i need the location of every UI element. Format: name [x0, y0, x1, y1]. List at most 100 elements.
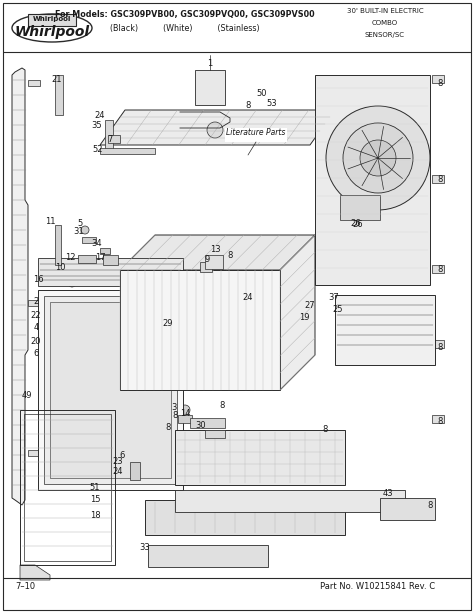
Text: 33: 33: [140, 544, 150, 552]
Bar: [28, 80, 40, 86]
Text: Literature Parts: Literature Parts: [226, 128, 286, 137]
Circle shape: [167, 265, 173, 271]
Text: 10: 10: [55, 264, 65, 273]
Polygon shape: [20, 565, 50, 580]
Circle shape: [81, 226, 89, 234]
Text: 8: 8: [173, 411, 178, 419]
Circle shape: [38, 324, 46, 332]
Circle shape: [196, 552, 204, 560]
Circle shape: [44, 342, 52, 350]
Text: 5: 5: [77, 219, 82, 229]
Bar: [100, 248, 110, 254]
Circle shape: [207, 122, 223, 138]
Bar: [205, 430, 225, 438]
Text: 2: 2: [33, 297, 38, 306]
Bar: [335, 295, 435, 365]
Text: 8: 8: [165, 422, 171, 432]
Text: 43: 43: [383, 490, 393, 498]
Text: 16: 16: [33, 275, 43, 284]
Circle shape: [172, 270, 178, 276]
Bar: [20, 410, 115, 565]
Circle shape: [140, 463, 150, 473]
Circle shape: [38, 351, 46, 357]
Bar: [108, 135, 120, 143]
Bar: [432, 75, 444, 83]
Bar: [28, 300, 40, 306]
Circle shape: [44, 301, 52, 309]
Circle shape: [38, 311, 46, 319]
Bar: [432, 175, 444, 183]
Text: 22: 22: [31, 311, 41, 319]
Text: 31: 31: [73, 227, 84, 237]
Text: 11: 11: [45, 218, 55, 226]
Text: 53: 53: [267, 99, 277, 107]
Bar: [28, 450, 40, 456]
Bar: [175, 490, 405, 512]
Text: 7: 7: [107, 135, 113, 145]
Bar: [432, 340, 444, 348]
Bar: [24, 414, 111, 561]
Bar: [145, 500, 345, 535]
Polygon shape: [100, 110, 335, 145]
Circle shape: [44, 314, 52, 322]
Bar: [28, 14, 76, 26]
Bar: [175, 430, 345, 485]
Text: SENSOR/SC: SENSOR/SC: [365, 32, 405, 38]
Bar: [55, 225, 61, 265]
Bar: [380, 498, 435, 520]
Circle shape: [360, 140, 396, 176]
Text: 15: 15: [90, 495, 100, 504]
Text: For Models: GSC309PVB00, GSC309PVQ00, GSC309PVS00: For Models: GSC309PVB00, GSC309PVQ00, GS…: [55, 10, 315, 19]
Text: 8: 8: [438, 265, 443, 275]
Bar: [130, 462, 140, 480]
Text: 26: 26: [353, 220, 363, 229]
Text: 49: 49: [22, 390, 32, 400]
Circle shape: [175, 309, 211, 345]
Bar: [38, 290, 183, 490]
Bar: [178, 415, 192, 423]
Bar: [225, 128, 287, 142]
Circle shape: [38, 338, 46, 345]
Text: 8: 8: [228, 251, 233, 259]
Text: 8: 8: [219, 400, 225, 409]
Text: 24: 24: [113, 468, 123, 476]
Text: Part No. W10215841 Rev. C: Part No. W10215841 Rev. C: [320, 582, 435, 591]
Bar: [55, 75, 63, 115]
Text: 37: 37: [328, 294, 339, 302]
Text: 7–10: 7–10: [15, 582, 35, 591]
Bar: [38, 258, 183, 286]
Bar: [120, 270, 280, 390]
Text: 1: 1: [207, 58, 213, 67]
Polygon shape: [315, 75, 430, 285]
Bar: [103, 255, 118, 265]
Text: 6: 6: [119, 451, 125, 460]
Bar: [50, 302, 171, 478]
Text: 8: 8: [438, 417, 443, 427]
Text: 35: 35: [91, 121, 102, 129]
Text: COMBO: COMBO: [372, 20, 398, 26]
Bar: [78, 255, 96, 263]
Text: 20: 20: [31, 337, 41, 346]
Text: 52: 52: [93, 145, 103, 154]
Circle shape: [343, 123, 413, 193]
Circle shape: [68, 279, 76, 287]
Text: 27: 27: [305, 300, 315, 310]
Text: 8: 8: [438, 175, 443, 185]
Bar: [195, 70, 225, 105]
Text: 30' BUILT-IN ELECTRIC: 30' BUILT-IN ELECTRIC: [346, 8, 423, 14]
Text: 8: 8: [246, 102, 251, 110]
Circle shape: [44, 328, 52, 336]
Circle shape: [326, 106, 430, 210]
Circle shape: [177, 265, 183, 271]
Bar: [105, 120, 113, 150]
Polygon shape: [120, 235, 315, 270]
Circle shape: [188, 322, 198, 332]
Text: 19: 19: [299, 313, 309, 322]
Bar: [44, 296, 177, 484]
Text: 8: 8: [428, 500, 433, 509]
Text: 21: 21: [52, 75, 62, 85]
Polygon shape: [280, 235, 315, 390]
Circle shape: [180, 405, 190, 415]
Bar: [432, 265, 444, 273]
Text: 14: 14: [180, 408, 190, 417]
